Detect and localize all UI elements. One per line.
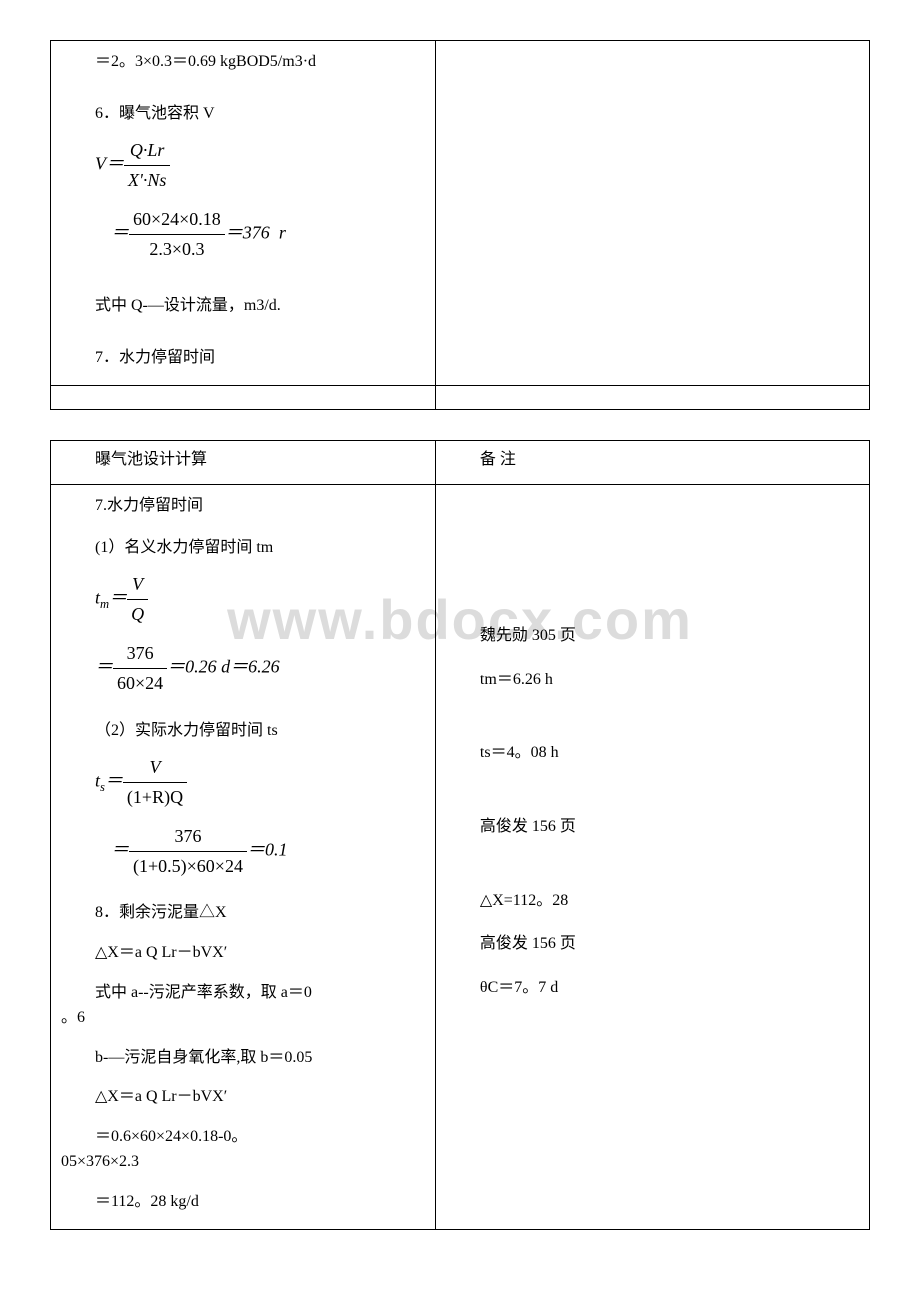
table2-header-right: 备 注	[435, 440, 869, 485]
tm-value-note: tm＝6.26 h	[446, 667, 859, 693]
calc-result-line: ＝2。3×0.3＝0.69 kgBOD5/m3·d	[61, 49, 425, 75]
ts-value-note: ts＝4。08 h	[446, 740, 859, 766]
sub1-title: (1）名义水力停留时间 tm	[61, 535, 425, 561]
ref-gao-1: 高俊发 156 页	[446, 814, 859, 840]
table2-header-left: 曝气池设计计算	[51, 440, 436, 485]
table1-empty-right	[435, 385, 869, 409]
section-8-title: 8．剩余污泥量△X	[61, 900, 425, 926]
formula-tm-calc: ＝37660×24＝0.26 d＝6.26	[61, 639, 425, 698]
dx-calculation: ＝0.6×60×24×0.18-0。05×376×2.3	[61, 1124, 425, 1175]
header-right-text: 备 注	[446, 447, 859, 473]
dx-value-note: △X=112。28	[446, 888, 859, 914]
table2-left-cell: 7.水力停留时间 (1）名义水力停留时间 tm tm＝VQ ＝37660×24＝…	[51, 485, 436, 1230]
calculation-table-2: 曝气池设计计算 备 注 7.水力停留时间 (1）名义水力停留时间 tm tm＝V…	[50, 440, 870, 1230]
ref-gao-2: 高俊发 156 页	[446, 931, 859, 957]
formula-tm: tm＝VQ	[61, 570, 425, 629]
formula-volume: V＝Q·LrX'·Ns	[61, 136, 425, 195]
calculation-table-1: ＝2。3×0.3＝0.69 kgBOD5/m3·d 6．曝气池容积 V V＝Q·…	[50, 40, 870, 410]
ref-wei: 魏先勋 305 页	[446, 623, 859, 649]
table1-left-cell: ＝2。3×0.3＝0.69 kgBOD5/m3·d 6．曝气池容积 V V＝Q·…	[51, 41, 436, 386]
section-7-title-2: 7.水力停留时间	[61, 493, 425, 519]
table1-empty-left	[51, 385, 436, 409]
dx-formula: △X＝a Q Lr－bVX′	[61, 940, 425, 966]
dx-result: ＝112。28 kg/d	[61, 1189, 425, 1215]
formula-volume-calc: ＝60×24×0.182.3×0.3＝376 r	[61, 205, 425, 264]
formula-ts: ts＝V(1+R)Q	[61, 753, 425, 812]
formula-ts-calc: ＝376(1+0.5)×60×24＝0.1	[61, 822, 425, 881]
section-7-title: 7．水力停留时间	[61, 345, 425, 371]
dx-formula-2: △X＝a Q Lr－bVX′	[61, 1084, 425, 1110]
sub2-title: （2）实际水力停留时间 ts	[61, 718, 425, 744]
theta-value-note: θC＝7。7 d	[446, 975, 859, 1001]
a-coefficient-note: 式中 a--污泥产率系数，取 a＝0。6	[61, 980, 425, 1031]
q-definition: 式中 Q-—设计流量，m3/d.	[61, 293, 425, 319]
table1-right-cell	[435, 41, 869, 386]
section-6-title: 6．曝气池容积 V	[61, 101, 425, 127]
header-left-text: 曝气池设计计算	[61, 447, 425, 473]
b-coefficient-note: b-—污泥自身氧化率,取 b＝0.05	[61, 1045, 425, 1071]
table2-right-cell: 魏先勋 305 页 tm＝6.26 h ts＝4。08 h 高俊发 156 页 …	[435, 485, 869, 1230]
